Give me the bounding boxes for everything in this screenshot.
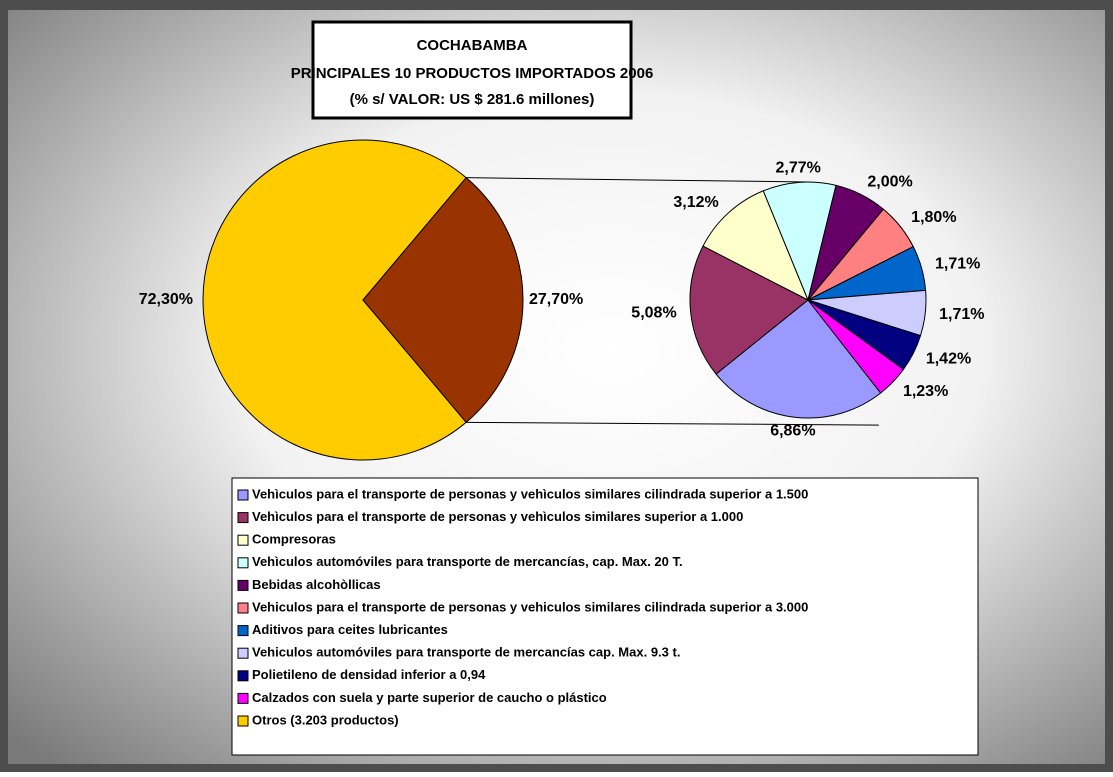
legend-swatch bbox=[237, 579, 249, 591]
legend-swatch bbox=[237, 512, 249, 524]
pie-slice bbox=[202, 139, 467, 461]
data-label: 2,00% bbox=[867, 173, 912, 190]
pie-slice bbox=[715, 299, 882, 419]
legend-label: Polietileno de densidad inferior a 0,94 bbox=[252, 667, 486, 682]
chart-title: COCHABAMBA bbox=[417, 37, 528, 54]
title-box bbox=[311, 20, 633, 120]
legend-swatch bbox=[237, 557, 249, 569]
data-label: 72,30% bbox=[139, 291, 193, 308]
legend-swatch bbox=[237, 670, 249, 682]
data-label: 1,80% bbox=[911, 209, 956, 226]
legend-label: Compresoras bbox=[252, 532, 336, 547]
legend bbox=[231, 477, 979, 756]
legend-swatch bbox=[237, 602, 249, 614]
connector bbox=[466, 177, 809, 183]
connector bbox=[466, 421, 879, 426]
legend-label: Vehìculos para el transporte de personas… bbox=[252, 486, 808, 501]
legend-swatch bbox=[237, 625, 249, 637]
data-label: 6,86% bbox=[770, 422, 815, 439]
legend-label: Calzados con suela y parte superior de c… bbox=[252, 690, 607, 705]
legend-swatch bbox=[237, 534, 249, 546]
pie-slice bbox=[807, 299, 905, 394]
chart-title: PRINCIPALES 10 PRODUCTOS IMPORTADOS 2006 bbox=[291, 65, 654, 82]
pie-slice bbox=[762, 181, 837, 302]
data-label: 1,71% bbox=[939, 306, 984, 323]
pie-slice bbox=[702, 190, 809, 302]
data-label: 3,12% bbox=[673, 194, 718, 211]
pie-slice bbox=[689, 245, 809, 375]
data-label: 2,77% bbox=[775, 160, 820, 177]
data-label: 5,08% bbox=[631, 305, 676, 322]
legend-swatch bbox=[237, 692, 249, 704]
legend-swatch bbox=[237, 647, 249, 659]
legend-swatch bbox=[237, 715, 249, 727]
data-label: 1,23% bbox=[903, 383, 948, 400]
legend-swatch bbox=[237, 489, 249, 501]
chart-title: (% s/ VALOR: US $ 281.6 millones) bbox=[350, 91, 595, 108]
legend-label: Vehiculos para el transporte de personas… bbox=[252, 599, 808, 614]
data-label: 1,71% bbox=[935, 255, 980, 272]
data-label: 1,42% bbox=[926, 351, 971, 368]
legend-label: Vehìculos para el transporte de personas… bbox=[252, 509, 743, 524]
legend-label: Vehìculos automóviles para transporte de… bbox=[252, 554, 683, 569]
legend-label: Vehiculos automóviles para transporte de… bbox=[252, 645, 680, 660]
legend-label: Aditivos para ceites lubricantes bbox=[252, 622, 448, 637]
data-label: 27,70% bbox=[529, 291, 583, 308]
pie-slice bbox=[362, 176, 524, 424]
legend-label: Otros (3.203 productos) bbox=[252, 712, 399, 727]
legend-label: Bebidas alcohòllicas bbox=[252, 577, 381, 592]
